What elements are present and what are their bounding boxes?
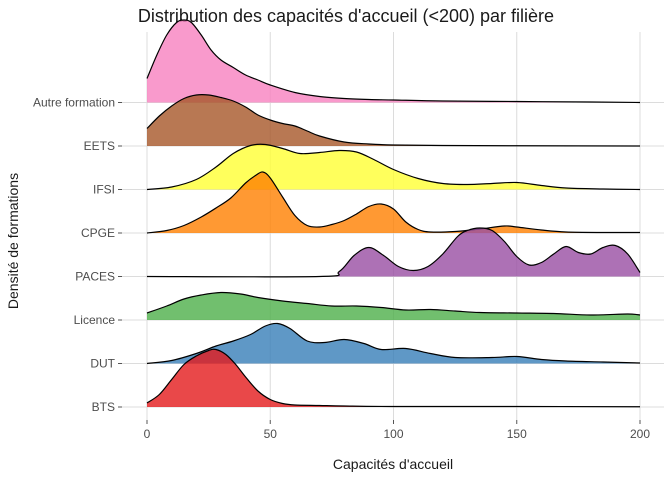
y-axis: BTS DUT Licence PACES CPGE IFSI EETS Autre form…	[33, 96, 122, 414]
x-axis: 0 50 100 150 200	[144, 420, 650, 441]
ridge-eets	[146, 94, 641, 147]
ridge-cpge	[146, 171, 641, 234]
ridge-line-bts	[146, 348, 641, 408]
ridge-line-licence	[146, 291, 641, 316]
y-tick-label-dut: DUT	[90, 357, 115, 371]
ridge-line-paces	[146, 227, 641, 278]
y-tick-label-eets: EETS	[84, 139, 115, 153]
x-tick-label: 150	[507, 427, 527, 441]
ridge-area-cpge	[147, 171, 640, 233]
ridge-area-bts	[147, 349, 640, 407]
ridge-line-autre-formation	[146, 19, 641, 104]
ridge-line-cpge	[146, 171, 641, 234]
ridge-line-dut	[146, 322, 641, 365]
y-tick-label-ifsi: IFSI	[93, 183, 115, 197]
ridge-dut	[146, 322, 641, 365]
y-tick-label-cpge: CPGE	[81, 226, 115, 240]
y-tick-label-autre-formation: Autre formation	[33, 96, 115, 110]
ridges	[146, 19, 641, 408]
y-tick-label-paces: PACES	[75, 270, 115, 284]
ridge-area-eets	[147, 94, 640, 146]
y-tick-label-bts: BTS	[92, 400, 115, 414]
x-tick-label: 200	[630, 427, 650, 441]
chart-title: Distribution des capacités d'accueil (<2…	[138, 6, 554, 26]
ridge-line-ifsi	[146, 143, 641, 191]
x-tick-label: 50	[264, 427, 278, 441]
ridge-autre-formation	[146, 19, 641, 104]
y-tick-label-licence: Licence	[74, 313, 116, 327]
x-tick-label: 0	[144, 427, 151, 441]
ridge-area-dut	[147, 323, 640, 364]
y-axis-title: Densité de formations	[5, 173, 21, 309]
x-axis-title: Capacités d'accueil	[333, 456, 453, 472]
ridge-paces	[146, 227, 641, 278]
ridge-line-eets	[146, 94, 641, 147]
ridge-area-paces	[147, 228, 640, 277]
x-tick-label: 100	[383, 427, 403, 441]
ridge-bts	[146, 348, 641, 408]
ridge-licence	[146, 291, 641, 320]
